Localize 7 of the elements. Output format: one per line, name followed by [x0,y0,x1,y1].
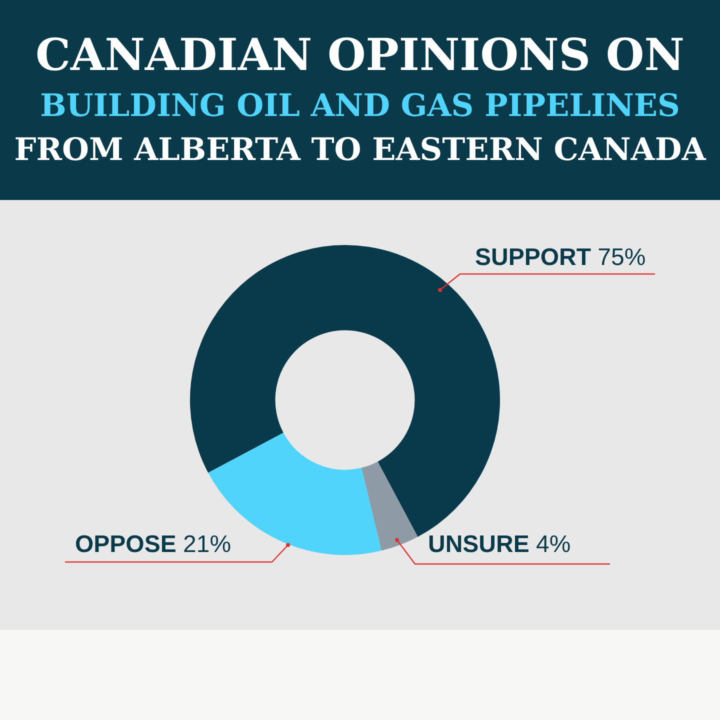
slice-label: UNSURE [428,531,530,558]
data-label: 21% [183,531,232,558]
data-label: 75% [598,244,646,271]
data-label: 4% [536,531,571,558]
chart-title: CANADIAN OPINIONS ON BUILDING OIL AND GAS PIPELINES FROM ALBERTA TO EASTERN CANADA [14,29,706,170]
slice-label: SUPPORT [475,244,592,271]
slice-label: OPPOSE [75,531,176,558]
